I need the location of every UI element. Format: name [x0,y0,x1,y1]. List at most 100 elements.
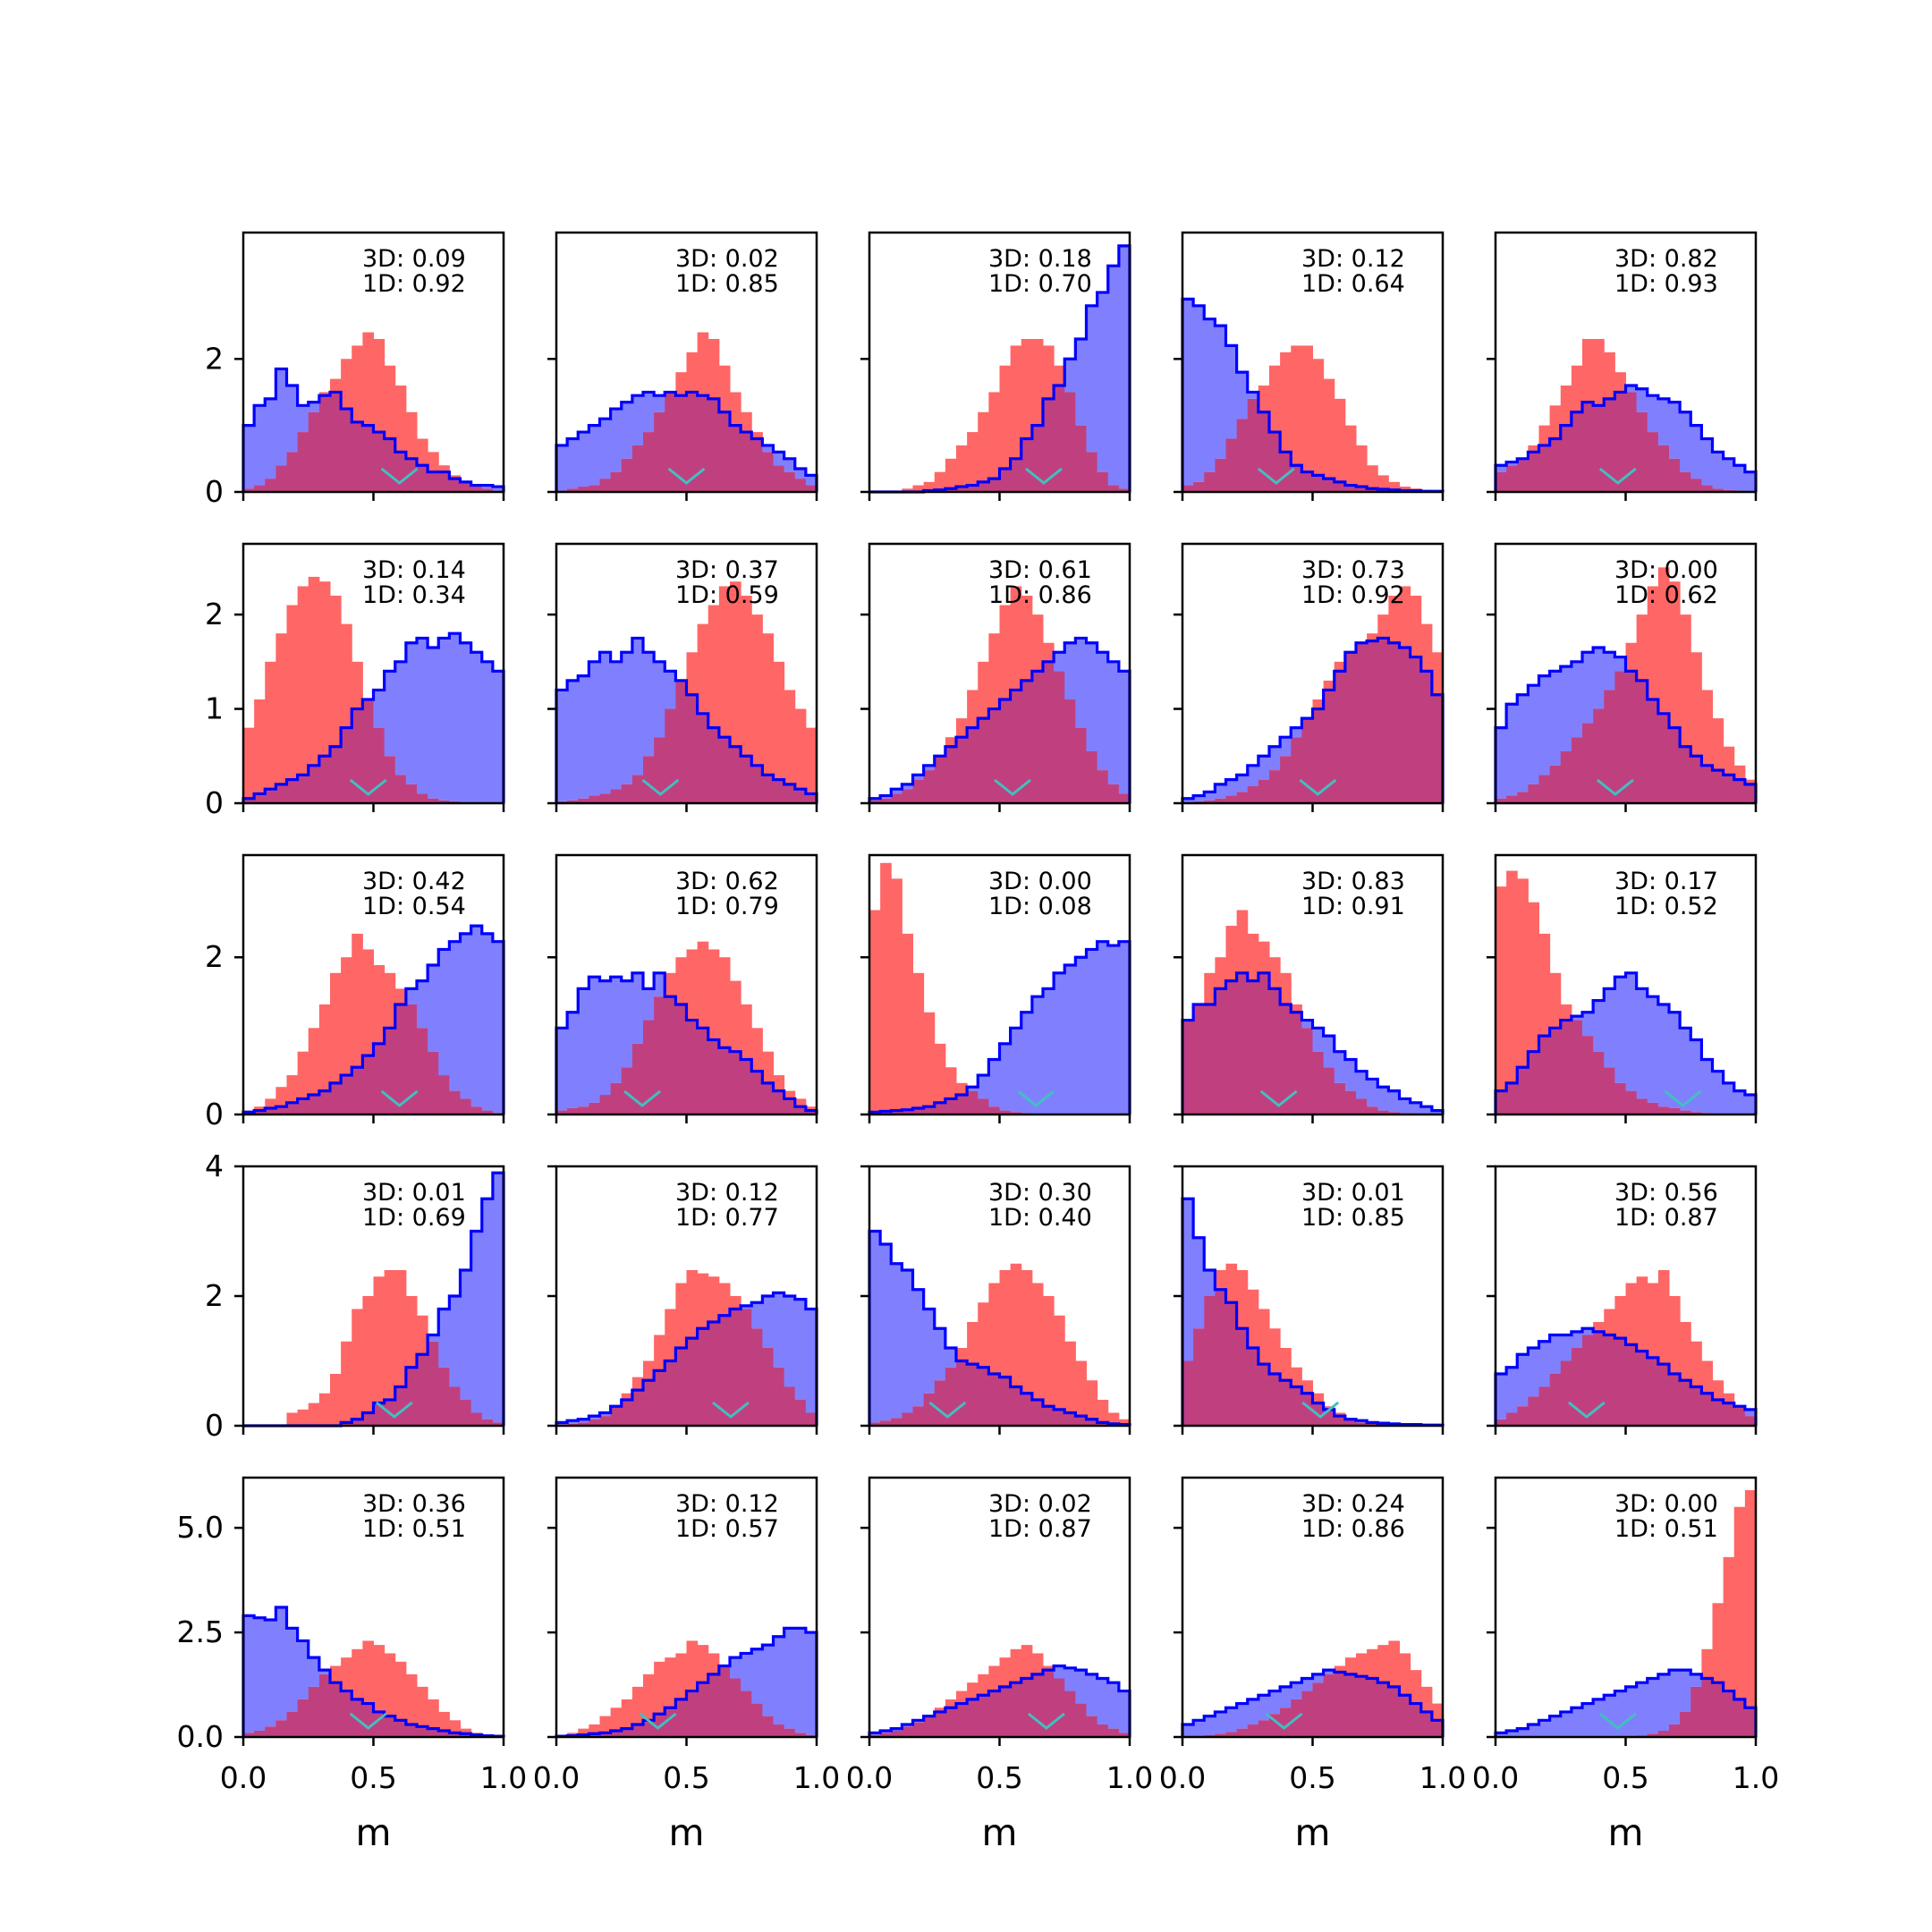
red-histogram-bar [1701,1648,1713,1679]
red-histogram-bar [967,432,979,486]
red-histogram-bar [394,1661,407,1721]
overlap-histogram-bar [988,1690,1000,1737]
blue-histogram-bar [1538,1720,1551,1737]
red-histogram-bar [373,338,386,433]
overlap-histogram-bar [1560,751,1572,803]
overlap-histogram-bar [762,1082,774,1114]
overlap-histogram-bar [1506,795,1518,803]
overlap-histogram-bar [1064,1412,1076,1426]
overlap-histogram-bar [1517,1067,1529,1114]
blue-histogram-bar [449,941,461,1091]
overlap-histogram-bar [394,1386,407,1426]
blue-histogram-bar [988,1059,1000,1107]
red-histogram-bar [362,1296,374,1413]
overlap-histogram-bar [891,1418,902,1426]
x-tick-label: 1.0 [1733,1760,1779,1795]
overlap-histogram-bar [460,1098,472,1114]
blue-histogram-bar [1086,949,1098,1114]
blue-histogram-bar [891,789,902,794]
blue-histogram-bar [384,671,396,757]
blue-histogram-bar [1097,941,1109,1114]
red-histogram-bar [1118,1419,1131,1425]
red-histogram-bar [956,1690,968,1704]
overlap-histogram-bar [352,1419,363,1426]
red-histogram-bar [621,1699,633,1729]
red-histogram-bar [362,332,374,426]
red-histogram-bar [1097,1400,1109,1423]
blue-histogram-bar [978,1075,989,1099]
overlap-histogram-bar [1064,699,1076,803]
blue-histogram-bar [654,395,665,412]
blue-histogram-bar [428,648,439,799]
overlap-histogram-bar [308,411,320,492]
overlap-histogram-bar [1075,727,1087,803]
overlap-histogram-bar [460,1400,472,1426]
blue-step-outline [1181,636,1445,803]
overlap-histogram-bar [1010,1386,1022,1426]
red-histogram-bar [988,392,1000,479]
overlap-histogram-bar [1712,770,1724,803]
blue-histogram-bar [1571,1331,1583,1348]
overlap-histogram-bar [902,1412,913,1426]
red-histogram-bar [1712,1380,1724,1400]
blue-histogram-bar [394,661,407,775]
overlap-histogram-bar [1701,1393,1713,1426]
blue-step-outline [869,244,1131,494]
score-1d-label: 1D: 0.57 [675,1515,779,1543]
overlap-histogram-bar [784,1386,796,1426]
overlap-histogram-bar [362,1055,374,1114]
y-tick-label: 1 [205,691,224,726]
overlap-histogram-bar [934,756,946,803]
overlap-histogram-bar [330,392,342,492]
overlap-histogram-bar [589,795,600,803]
red-histogram-bar [318,1004,331,1091]
red-histogram-bar [1258,386,1270,412]
red-histogram-bar [1604,352,1615,399]
blue-histogram-bar [265,398,276,479]
red-histogram-bar [1107,1412,1120,1424]
overlap-histogram-bar [362,1703,374,1737]
blue-histogram-bar [1086,642,1098,751]
blue-histogram-bar [1657,1004,1670,1107]
blue-histogram-bar [578,432,589,487]
score-1d-label: 1D: 0.93 [1614,270,1718,298]
red-histogram-bar [621,1393,633,1400]
red-histogram-bar [978,1674,989,1696]
blue-histogram-bar [286,386,299,453]
overlap-histogram-bar [1280,756,1292,803]
blue-step-outline [1181,1197,1445,1427]
blue-histogram-bar [481,1199,494,1419]
red-histogram-bar [805,1106,818,1111]
red-histogram-bar [1236,1270,1249,1329]
overlap-histogram-bar [362,425,374,492]
blue-histogram-bar [1064,965,1076,1114]
red-histogram-bar [1356,1653,1368,1677]
overlap-histogram-bar [1680,471,1691,492]
overlap-histogram-bar [1614,671,1626,803]
overlap-histogram-bar [1291,465,1302,492]
threshold-marker-icon [623,1089,661,1107]
overlap-histogram-bar [1431,1720,1444,1737]
y-tick-label: 2 [205,1278,224,1313]
blue-histogram-bar [805,475,818,486]
blue-histogram-bar [1323,1036,1335,1068]
overlap-histogram-bar [275,784,287,803]
overlap-histogram-bar [449,479,461,492]
overlap-histogram-bar [1647,432,1659,492]
red-histogram-bar [1086,1380,1098,1419]
threshold-marker-icon [1257,467,1295,485]
overlap-histogram-bar [1010,690,1022,803]
blue-histogram-bar [1204,1270,1216,1296]
overlap-histogram-bar [567,488,579,492]
blue-histogram-bar [481,933,494,1111]
overlap-histogram-bar [784,784,796,803]
overlap-histogram-bar [1517,458,1529,492]
red-histogram-bar [567,1733,579,1736]
blue-histogram-bar [1097,292,1109,472]
overlap-histogram-bar [1344,1090,1357,1114]
overlap-histogram-bar [1680,1711,1691,1737]
score-1d-label: 1D: 0.77 [675,1204,779,1232]
